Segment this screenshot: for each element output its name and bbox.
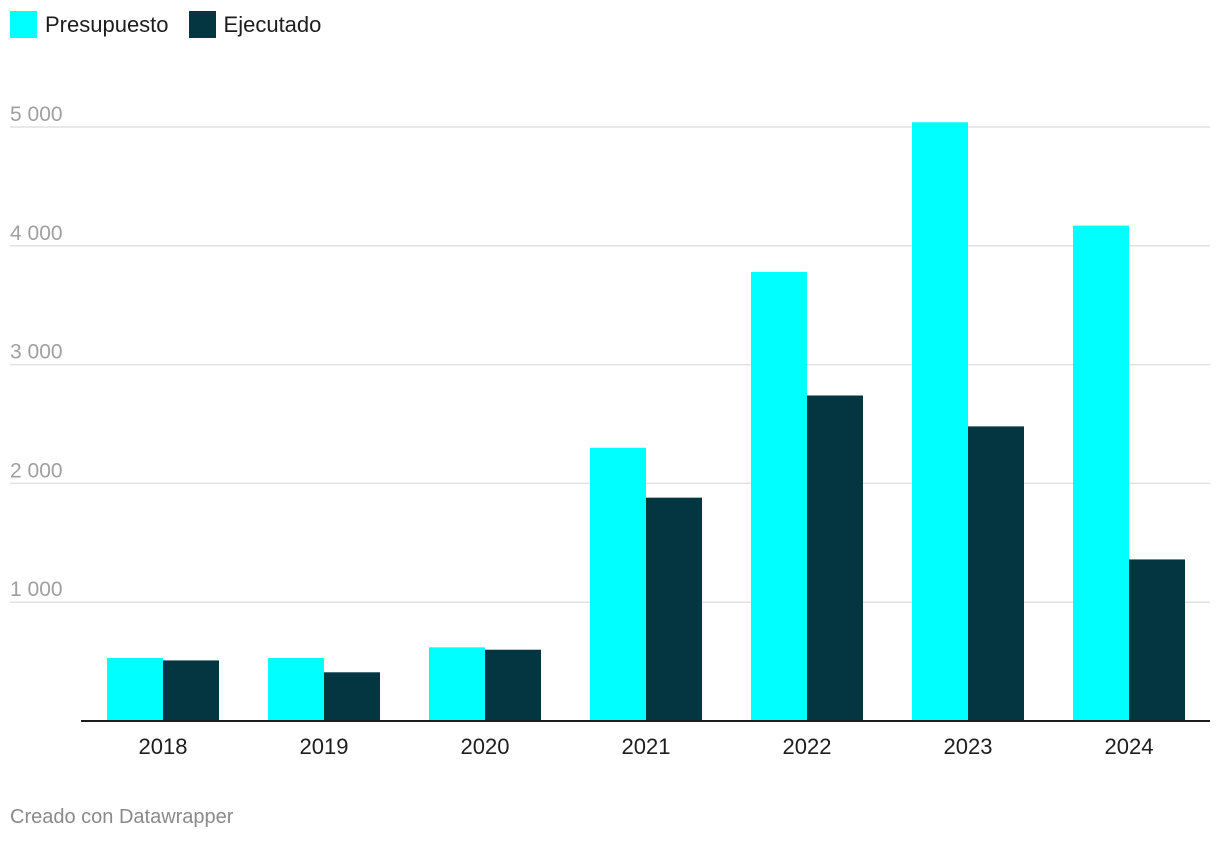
- y-tick-label: 2 000: [10, 459, 63, 482]
- bar-presupuesto-2022: [751, 271, 807, 721]
- bar-ejecutado-2020: [485, 649, 541, 721]
- bar-ejecutado-2019: [324, 672, 380, 721]
- legend-item-presupuesto: Presupuesto: [10, 11, 169, 38]
- bar-presupuesto-2021: [590, 447, 646, 721]
- y-tick-label: 1 000: [10, 578, 63, 601]
- legend-label-presupuesto: Presupuesto: [45, 11, 169, 37]
- legend-swatch-ejecutado: [188, 11, 216, 38]
- bar-ejecutado-2024: [1129, 559, 1185, 721]
- y-tick-label: 4 000: [10, 222, 63, 245]
- bar-presupuesto-2019: [268, 658, 324, 721]
- x-tick-label: 2022: [783, 734, 832, 759]
- x-tick-label: 2023: [944, 734, 993, 759]
- footer-credit: Creado con Datawrapper: [10, 806, 234, 828]
- y-tick-label: 3 000: [10, 341, 63, 364]
- x-tick-label: 2019: [300, 734, 349, 759]
- bar-ejecutado-2018: [163, 660, 219, 721]
- x-tick-label: 2021: [622, 734, 671, 759]
- bar-ejecutado-2023: [968, 426, 1024, 721]
- bar-presupuesto-2023: [912, 122, 968, 722]
- legend-swatch-presupuesto: [10, 11, 37, 38]
- bar-ejecutado-2022: [807, 395, 863, 721]
- legend: Presupuesto Ejecutado: [10, 11, 321, 38]
- legend-item-ejecutado: Ejecutado: [188, 11, 322, 38]
- x-tick-label: 2018: [139, 734, 188, 759]
- bar-presupuesto-2018: [107, 658, 163, 721]
- bar-presupuesto-2020: [429, 647, 485, 721]
- bar-presupuesto-2024: [1073, 225, 1129, 721]
- bar-ejecutado-2021: [646, 497, 702, 721]
- x-tick-label: 2024: [1105, 734, 1154, 759]
- y-tick-label: 5 000: [10, 103, 63, 126]
- legend-label-ejecutado: Ejecutado: [223, 11, 322, 37]
- x-tick-label: 2020: [461, 734, 510, 759]
